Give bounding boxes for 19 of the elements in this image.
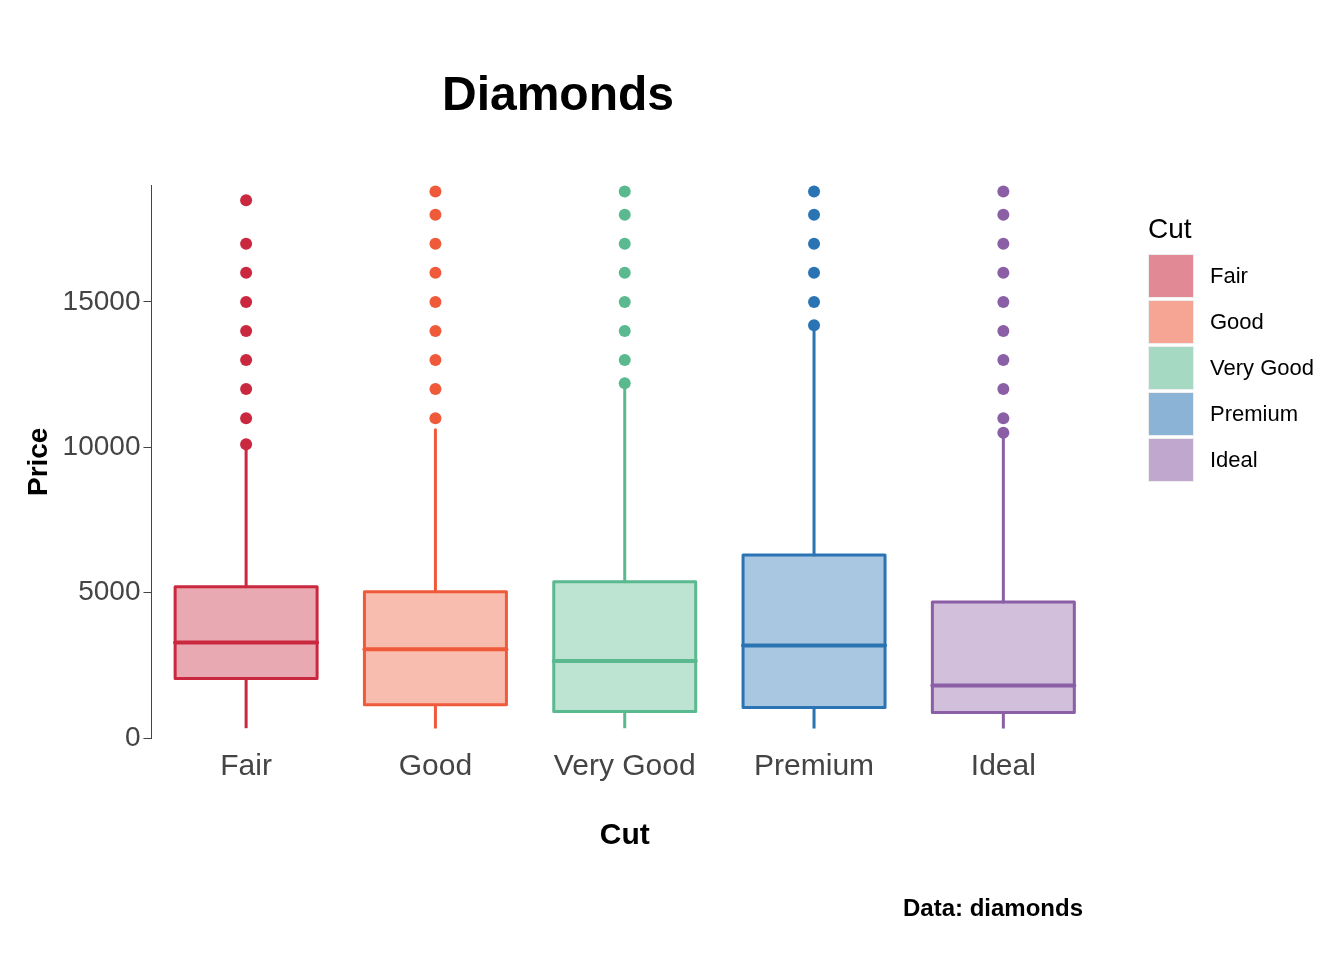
x-tick-label: Good [398,748,473,782]
legend-label: Very Good [1210,355,1314,381]
y-tick-label: 0 [124,720,141,752]
x-axis-title: Cut [599,817,650,851]
legend-label: Ideal [1210,447,1258,473]
y-tick-label: 15000 [62,284,141,316]
legend-label: Fair [1210,263,1248,289]
y-tick-label: 5000 [78,575,141,607]
x-tick-label: Premium [754,748,875,782]
chart-title: Diamonds [441,67,675,121]
y-tick-label: 10000 [62,429,141,461]
x-tick-label: Very Good [553,748,696,782]
text: Data: diamonds [903,894,1084,922]
legend-label: Good [1210,309,1264,335]
y-axis-title: Price [21,427,53,497]
x-tick-label: Ideal [970,748,1036,782]
x-tick-label: Fair [220,748,272,782]
legend-title: Cut [1148,213,1193,245]
legend-label: Premium [1210,401,1299,427]
